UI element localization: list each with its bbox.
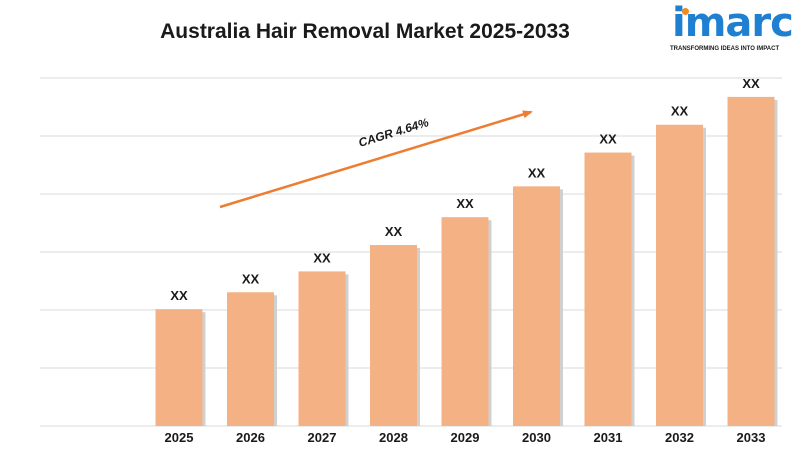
value-label-2031: XX bbox=[599, 132, 617, 147]
logo-dot-icon bbox=[682, 8, 689, 15]
value-label-2030: XX bbox=[528, 165, 546, 180]
x-tick-2025: 2025 bbox=[165, 430, 194, 445]
bar-2025 bbox=[155, 309, 203, 426]
bar-2028 bbox=[370, 245, 417, 426]
bar-2031 bbox=[584, 152, 632, 427]
value-label-2033: XX bbox=[742, 76, 760, 91]
x-tick-2033: 2033 bbox=[737, 430, 766, 445]
value-labels: XX XX XX XX XX XX XX XX XX bbox=[170, 76, 760, 303]
logo-tagline: TRANSFORMING IDEAS INTO IMPACT bbox=[670, 46, 780, 52]
cagr-label: CAGR 4.64% bbox=[357, 115, 431, 150]
cagr-annotation: CAGR 4.64% bbox=[219, 110, 533, 209]
value-label-2025: XX bbox=[170, 288, 188, 303]
bar-2029 bbox=[441, 217, 489, 426]
bars bbox=[155, 96, 778, 427]
logo-wordmark: imarc bbox=[672, 0, 794, 46]
value-label-2029: XX bbox=[456, 196, 474, 211]
x-tick-2027: 2027 bbox=[308, 430, 337, 445]
chart-title: Australia Hair Removal Market 2025-2033 bbox=[160, 20, 570, 43]
x-tick-2026: 2026 bbox=[236, 430, 265, 445]
imarc-logo: imarc TRANSFORMING IDEAS INTO IMPACT bbox=[668, 0, 796, 60]
value-label-2032: XX bbox=[671, 104, 689, 119]
x-tick-2031: 2031 bbox=[594, 430, 623, 445]
value-label-2027: XX bbox=[313, 250, 331, 265]
bar-2032 bbox=[656, 124, 703, 426]
bar-2026 bbox=[227, 292, 274, 426]
x-tick-2028: 2028 bbox=[379, 430, 408, 445]
x-tick-2030: 2030 bbox=[522, 430, 551, 445]
value-label-2028: XX bbox=[385, 224, 403, 239]
cagr-arrow bbox=[219, 110, 533, 209]
bar-2030 bbox=[513, 186, 560, 426]
bar-2027 bbox=[298, 271, 346, 426]
bar-2033 bbox=[727, 96, 775, 427]
x-axis-ticks: 2025 2026 2027 2028 2029 2030 2031 2032 2033 bbox=[165, 430, 766, 445]
x-tick-2029: 2029 bbox=[451, 430, 480, 445]
value-label-2026: XX bbox=[242, 271, 260, 286]
x-tick-2032: 2032 bbox=[665, 430, 694, 445]
